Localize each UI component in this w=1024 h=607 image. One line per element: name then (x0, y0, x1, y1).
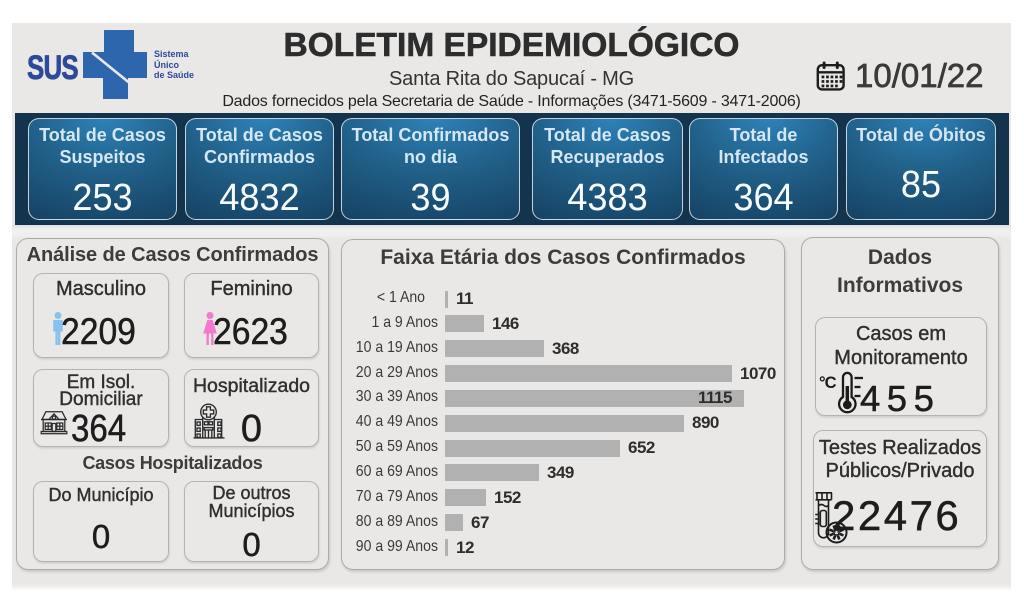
svg-text:°C: °C (819, 374, 837, 392)
